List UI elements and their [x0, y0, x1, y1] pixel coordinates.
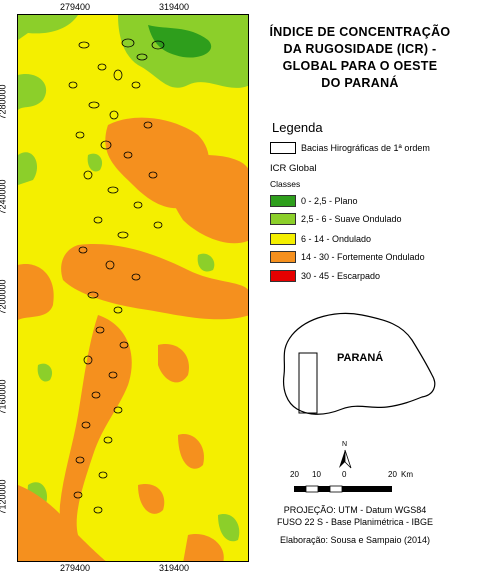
x-tick-top-2: 319400	[159, 2, 190, 12]
north-arrow-svg: N	[339, 441, 352, 469]
legend-swatch-1	[270, 195, 296, 207]
north-label: N	[342, 441, 347, 448]
basin-outline-swatch	[270, 142, 296, 154]
author-credit: Elaboração: Sousa e Sampaio (2014)	[279, 535, 431, 545]
scale-label-4: 20	[388, 470, 397, 479]
legend-title: Legenda	[272, 120, 323, 135]
legend-class-label-3: 6 - 14 - Ondulado	[301, 234, 372, 244]
map-title-line-2: DA RUGOSIDADE (ICR) -	[283, 42, 437, 56]
scale-label-3: 0	[342, 470, 347, 479]
scale-label-2: 10	[312, 470, 321, 479]
legend-class-label-1: 0 - 2,5 - Plano	[301, 196, 358, 206]
map-title-line-4: DO PARANÁ	[321, 76, 399, 90]
map-title-line-1: ÍNDICE DE CONCENTRAÇÃO	[269, 25, 451, 39]
legend-class-row-5: 30 - 45 - Escarpado	[270, 270, 380, 282]
scale-label-1: 20	[290, 470, 299, 479]
legend-swatch-3	[270, 233, 296, 245]
x-tick-bottom-1: 279400	[60, 563, 91, 573]
y-tick-left-5: 7120000	[0, 479, 8, 515]
legend-swatch-5	[270, 270, 296, 282]
legend-swatch-4	[270, 251, 296, 263]
north-arrow-icon: N	[336, 438, 354, 472]
legend-class-label-2: 2,5 - 6 - Suave Ondulado	[301, 214, 402, 224]
scale-bar-graphic	[294, 485, 392, 493]
legend-basin-row: Bacias Hirográficas de 1ª ordem	[270, 142, 430, 154]
scale-unit: Km	[401, 470, 413, 479]
legend-class-label-4: 14 - 30 - Fortemente Ondulado	[301, 252, 425, 262]
x-tick-top-1: 279400	[60, 2, 91, 12]
map-title: ÍNDICE DE CONCENTRAÇÃO DA RUGOSIDADE (IC…	[250, 24, 470, 92]
icr-raster-map	[17, 14, 249, 562]
legend-class-row-1: 0 - 2,5 - Plano	[270, 195, 358, 207]
y-tick-left-1: 7280000	[0, 84, 8, 120]
legend-classes-label: Classes	[270, 179, 301, 189]
legend-basin-label: Bacias Hirográficas de 1ª ordem	[301, 143, 430, 153]
x-tick-bottom-2: 319400	[159, 563, 190, 573]
legend-class-row-4: 14 - 30 - Fortemente Ondulado	[270, 251, 425, 263]
scale-bar: 20 10 0 20 Km	[290, 470, 420, 500]
zone-credit: FUSO 22 S - Base Planimétrica - IBGE	[276, 517, 434, 527]
map-raster-svg	[18, 15, 248, 561]
y-tick-left-4: 7160000	[0, 379, 8, 415]
projection-credit: PROJEÇÃO: UTM - Datum WGS84	[283, 505, 427, 515]
parana-outline-svg: PARANÁ	[282, 312, 436, 415]
legend-class-row-3: 6 - 14 - Ondulado	[270, 233, 371, 245]
legend-class-label-5: 30 - 45 - Escarpado	[301, 271, 381, 281]
map-title-line-3: GLOBAL PARA O OESTE	[282, 59, 438, 73]
y-tick-left-3: 7200000	[0, 279, 8, 315]
legend-swatch-2	[270, 213, 296, 225]
legend-class-row-2: 2,5 - 6 - Suave Ondulado	[270, 213, 402, 225]
legend-icr-label: ICR Global	[270, 163, 317, 174]
parana-inset-map: PARANÁ	[262, 305, 442, 425]
y-tick-left-2: 7240000	[0, 179, 8, 215]
inset-label: PARANÁ	[337, 351, 383, 364]
